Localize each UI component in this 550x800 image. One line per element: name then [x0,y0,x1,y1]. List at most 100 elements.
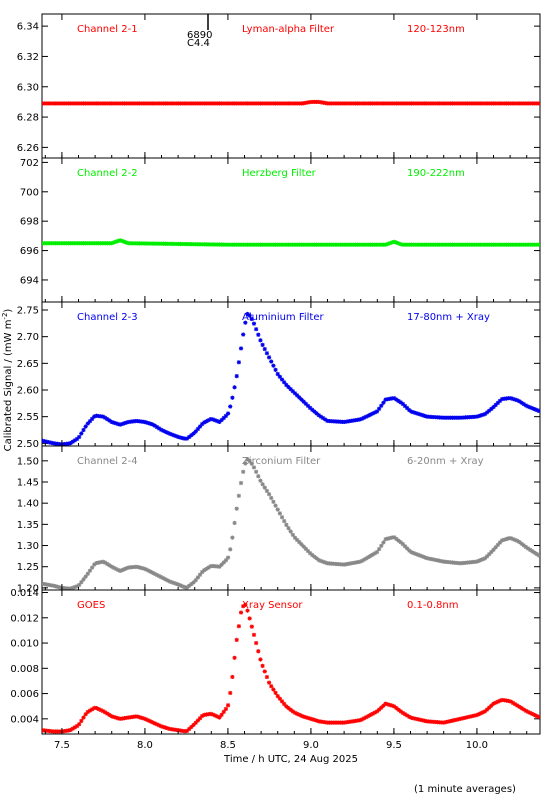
data-point [102,101,108,106]
data-point [141,716,147,721]
x-tick-label: 8.0 [137,740,153,751]
data-point [115,421,121,427]
data-point [361,716,367,721]
data-point [61,729,67,734]
data-point [351,560,356,566]
data-point [480,710,485,715]
data-point [461,415,466,420]
data-point [504,698,509,703]
data-point [135,564,140,570]
data-point [439,720,444,725]
data-point [131,241,136,246]
data-point [355,242,360,247]
data-point [299,397,304,402]
data-point [61,442,67,446]
data-point [115,567,121,573]
data-point [163,725,168,730]
data-point [340,720,345,725]
data-point [126,715,131,720]
data-point [310,242,315,247]
data-point [530,101,535,106]
data-point [312,409,317,414]
data-point [392,101,397,106]
data-point [254,469,259,474]
data-point [342,242,347,247]
data-point [418,242,423,247]
data-point [64,241,69,246]
data-point [307,551,313,556]
data-point [418,412,423,417]
data-point [523,708,528,713]
data-point [467,101,472,106]
data-point [137,101,142,106]
data-point [109,241,114,246]
data-point [502,396,507,401]
data-point [314,718,319,723]
data-point [42,438,45,443]
data-point [234,242,239,247]
data-point [213,418,218,423]
data-point [83,574,88,579]
data-point [398,400,403,405]
data-point [210,242,216,247]
data-point [502,242,507,247]
data-point [159,575,164,580]
data-point [206,418,211,423]
data-point [290,389,295,394]
data-point [394,536,399,542]
data-point [286,706,291,711]
data-point [137,565,142,570]
data-point [128,419,134,424]
data-point [396,398,401,404]
data-point [83,241,88,246]
data-point [508,699,513,704]
data-point [454,717,459,722]
data-point [51,583,56,588]
data-point [532,407,537,412]
data-point [150,101,155,106]
data-point [318,100,323,105]
data-point [407,408,412,413]
data-point [258,657,263,662]
data-point [316,99,321,105]
data-point [269,242,274,247]
data-point [476,414,481,419]
data-point [508,101,513,106]
data-point [124,566,129,571]
data-point [169,432,175,437]
data-point [137,241,142,246]
data-point [443,559,449,564]
event-marker-class: C4.4 [187,38,210,49]
data-point [361,557,367,562]
data-point [469,560,475,565]
data-point [64,101,69,106]
data-point [167,241,172,246]
data-point [402,403,408,409]
y-tick-label: 2.60 [17,386,39,397]
data-point [193,578,198,583]
data-point [70,241,75,246]
data-point [202,101,207,106]
data-point [87,241,93,246]
data-point [502,698,507,703]
data-point [109,564,114,569]
data-point [510,242,516,247]
data-point [381,703,386,708]
data-point [264,101,270,106]
data-point [320,415,326,421]
filter-label: Herzberg Filter [242,168,317,179]
data-point [92,101,97,106]
data-point [245,608,250,613]
data-point [394,706,399,711]
data-point [405,546,410,551]
data-point [72,438,77,443]
data-point [234,637,239,642]
data-point [176,728,181,733]
data-point [461,242,466,247]
data-point [508,396,513,401]
data-point [346,419,352,424]
data-point [165,578,170,583]
data-point [515,538,520,543]
data-point [262,242,267,247]
data-point [279,515,285,520]
